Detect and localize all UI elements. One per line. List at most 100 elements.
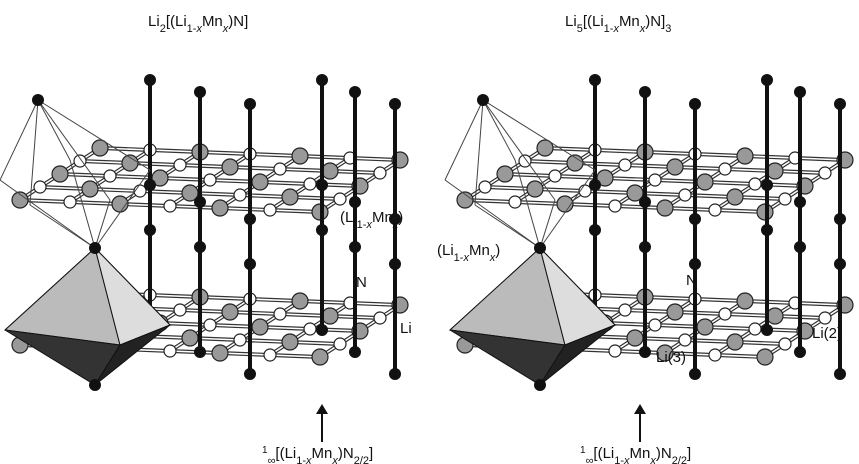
n-atom — [222, 159, 238, 175]
li-atom — [374, 312, 386, 324]
mn-atom — [761, 324, 773, 336]
mn-atom — [194, 241, 206, 253]
n-atom — [252, 174, 268, 190]
mn-atom — [89, 379, 101, 391]
text-run: 1- — [296, 455, 306, 464]
mn-atom — [534, 379, 546, 391]
atom-label: Li — [400, 320, 412, 337]
li-atom — [749, 323, 761, 335]
text-run: 1- — [454, 252, 464, 264]
n-atom — [657, 200, 673, 216]
mn-atom — [316, 179, 328, 191]
mn-atom — [89, 242, 101, 254]
text-run: )N — [338, 445, 354, 462]
polyhedron-edge — [483, 100, 595, 170]
n-atom — [767, 163, 783, 179]
li-atom — [264, 349, 276, 361]
polyhedron-edge — [38, 100, 150, 170]
li-atom — [609, 345, 621, 357]
n-atom — [727, 189, 743, 205]
n-atom — [667, 159, 683, 175]
mn-atom — [689, 258, 701, 270]
mn-atom — [194, 196, 206, 208]
text-run: (Li — [437, 242, 454, 259]
text-run: Li — [148, 13, 160, 30]
n-atom — [322, 308, 338, 324]
text-run: Li — [400, 320, 412, 337]
n-atom — [222, 304, 238, 320]
li-atom — [649, 174, 661, 186]
atom-label: (Li1-xMnx) — [437, 242, 500, 264]
li-atom — [509, 196, 521, 208]
li-atom — [74, 155, 86, 167]
li-atom — [164, 200, 176, 212]
mn-atom — [794, 196, 806, 208]
text-run: [(Li — [275, 445, 296, 462]
mn-atom — [316, 324, 328, 336]
text-run: 2/2 — [354, 455, 369, 464]
text-run: [(Li — [583, 13, 604, 30]
text-run: ) — [495, 242, 500, 259]
n-atom — [767, 308, 783, 324]
mn-atom — [349, 241, 361, 253]
mn-atom — [834, 98, 846, 110]
mn-atom — [689, 213, 701, 225]
li-atom — [709, 349, 721, 361]
mn-atom — [316, 74, 328, 86]
li-atom — [549, 170, 561, 182]
chain-label: 1∞[(Li1-xMnx)N2/2] — [580, 445, 691, 464]
mn-atom — [244, 368, 256, 380]
n-atom — [527, 181, 543, 197]
mn-atom — [194, 346, 206, 358]
mn-atom — [639, 241, 651, 253]
mn-atom — [794, 241, 806, 253]
text-run: ) — [398, 209, 403, 226]
li-atom — [234, 189, 246, 201]
li-atom — [779, 193, 791, 205]
n-atom — [737, 148, 753, 164]
mn-atom — [389, 258, 401, 270]
chain-label: 1∞[(Li1-xMnx)N2/2] — [262, 445, 373, 464]
panel-title: Li5[(Li1-xMnx)N]3 — [565, 13, 671, 35]
arrow-head — [634, 404, 646, 414]
mn-atom — [349, 196, 361, 208]
polyhedron-edge — [38, 100, 70, 160]
mn-atom — [244, 98, 256, 110]
li-atom — [264, 204, 276, 216]
li-atom — [334, 338, 346, 350]
n-atom — [697, 319, 713, 335]
text-run: 1 — [262, 445, 268, 456]
mn-atom — [689, 98, 701, 110]
polyhedron-edge — [483, 100, 515, 160]
text-run: ∞ — [586, 455, 594, 464]
n-atom — [292, 293, 308, 309]
li-atom — [619, 304, 631, 316]
mn-atom — [639, 86, 651, 98]
li-atom — [174, 159, 186, 171]
mn-atom — [144, 179, 156, 191]
mn-atom — [689, 368, 701, 380]
li-atom — [679, 334, 691, 346]
polyhedron-edge — [30, 205, 95, 248]
atom-label: Li(3) — [656, 349, 686, 366]
n-atom — [282, 189, 298, 205]
n-atom — [212, 345, 228, 361]
text-run: N — [356, 274, 367, 291]
text-run: ] — [369, 445, 373, 462]
li-atom — [679, 189, 691, 201]
li-atom — [779, 338, 791, 350]
figure: Li2[(Li1-xMnx)N] (Li1-xMnx) N Li 1∞[(Li1… — [0, 0, 859, 464]
text-run: ] — [687, 445, 691, 462]
mn-atom — [244, 258, 256, 270]
n-atom — [82, 181, 98, 197]
text-run: Mn — [630, 445, 651, 462]
li-atom — [749, 178, 761, 190]
mn-atom — [834, 213, 846, 225]
n-atom — [52, 166, 68, 182]
mn-atom — [194, 86, 206, 98]
mn-atom — [834, 368, 846, 380]
text-run: )N — [656, 445, 672, 462]
text-run: [(Li — [593, 445, 614, 462]
li-atom — [374, 167, 386, 179]
text-run: ∞ — [268, 455, 276, 464]
